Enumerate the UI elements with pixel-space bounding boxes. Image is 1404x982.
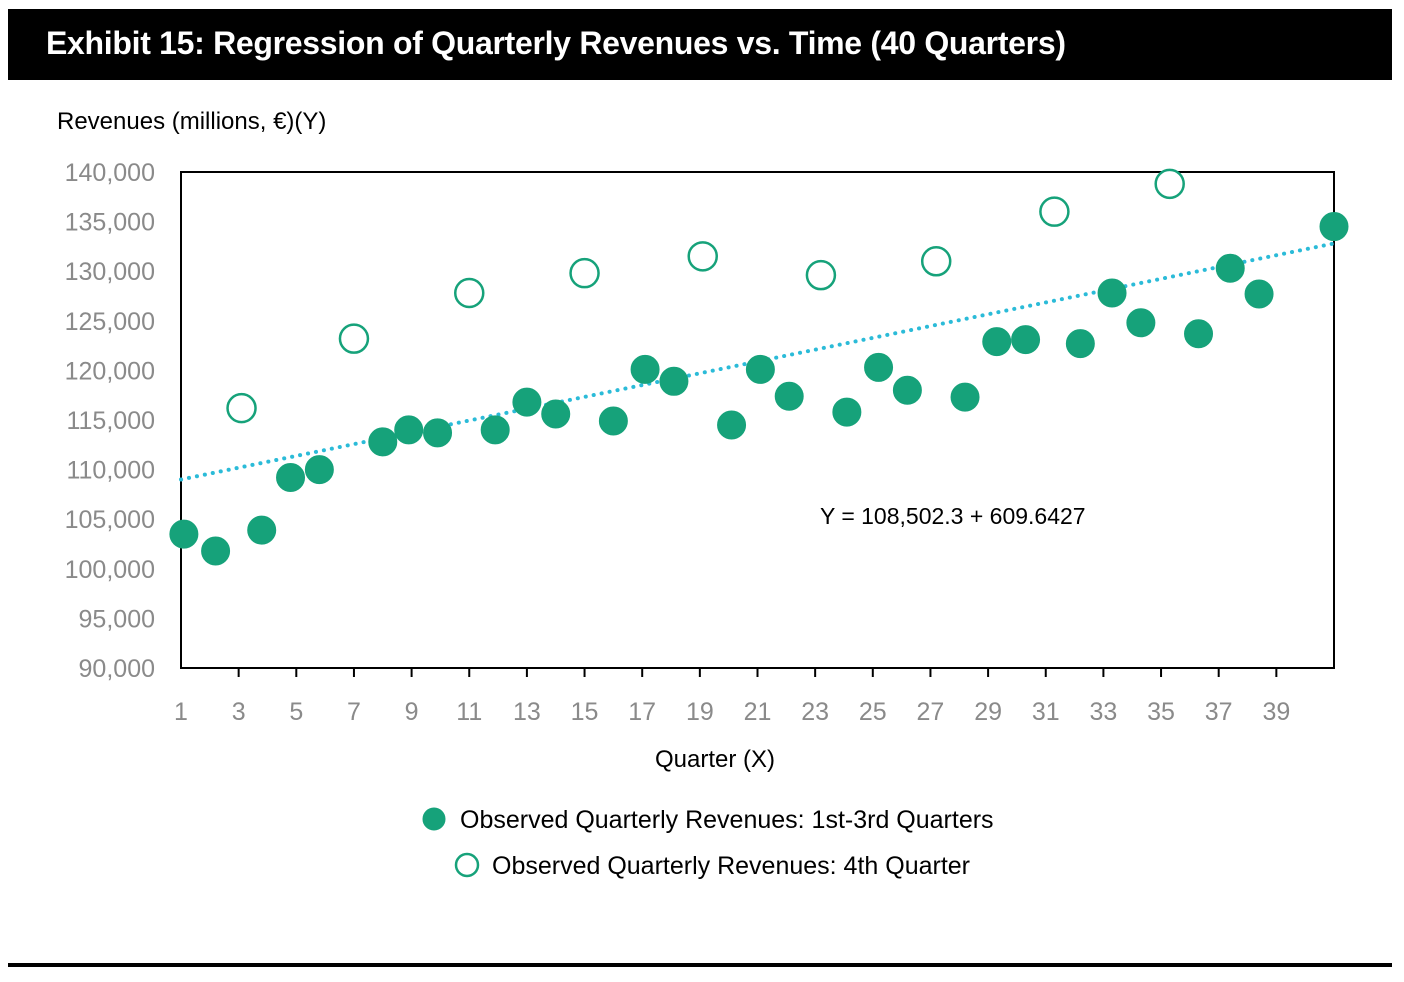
y-tick-label: 105,000: [65, 506, 155, 534]
x-tick-label: 3: [232, 698, 246, 726]
x-tick-label: 11: [456, 698, 482, 726]
plot-area-frame: [180, 171, 1335, 669]
y-tick-label: 140,000: [65, 159, 155, 187]
scatter-chart: Revenues (millions, €)(Y) 90,000 95,000 10…: [57, 108, 1349, 880]
legend-marker: [454, 852, 480, 878]
q1-q3-point: [598, 406, 628, 436]
x-tick-label: 13: [513, 698, 541, 726]
x-tick-label: 39: [1262, 698, 1290, 726]
q4-point: [1039, 196, 1070, 227]
x-axis-label-group: Quarter (X): [655, 746, 775, 773]
q1-q3-point: [1126, 308, 1156, 338]
y-tick-label: 115,000: [66, 407, 155, 435]
q4-point: [454, 277, 485, 309]
q1-q3-point: [1011, 325, 1041, 355]
q1-q3-point: [892, 375, 922, 405]
q4-point: [338, 323, 370, 354]
y-axis-label: Revenues (millions, €)(Y): [57, 108, 326, 135]
q1-q3-point: [1065, 329, 1095, 359]
q1-q3-point: [950, 382, 980, 412]
y-tick-label: 95,000: [79, 605, 155, 633]
q1-q3-point: [394, 415, 424, 445]
x-axis-ticks: 1 3 5 7 9 11 13 15 17 19 21 23 25 27 29 31 33 35 37 39: [174, 668, 1290, 726]
q1-q3-point: [304, 455, 334, 485]
q1-q3-point: [1244, 279, 1274, 309]
x-tick-label: 35: [1147, 698, 1175, 726]
regression-equation: Y = 108,502.3 + 609.6427: [820, 503, 1086, 529]
x-tick-label: 15: [571, 698, 599, 726]
q1-q3-point: [745, 354, 775, 384]
q1-q3-point: [512, 387, 542, 417]
q1-q3-point: [832, 397, 862, 427]
q4-point: [805, 259, 837, 291]
x-tick-label: 25: [859, 698, 887, 726]
q1-q3-point: [368, 427, 398, 457]
q1-q3-point: [1215, 253, 1245, 283]
q4-point: [920, 246, 952, 277]
title-bar: Exhibit 15: Regression of Quarterly Reve…: [8, 9, 1392, 80]
q1-q3-point: [276, 463, 306, 493]
x-tick-label: 37: [1205, 698, 1233, 726]
y-axis-ticks: 90,000 95,000 100,000 105,000 110,000 115,000…: [65, 159, 155, 683]
q1-q3-point: [1097, 278, 1127, 308]
y-tick-label: 125,000: [65, 308, 155, 336]
legend-marker: [422, 807, 446, 831]
q1-q3-point: [1319, 212, 1349, 242]
q1-q3-point: [982, 327, 1012, 357]
y-tick-label: 110,000: [66, 457, 155, 485]
y-tick-label: 130,000: [65, 258, 155, 286]
x-tick-label: 29: [974, 698, 1002, 726]
q1-q3-point: [774, 381, 804, 411]
legend: Observed Quarterly Revenues: 1st-3rd Qua…: [422, 806, 994, 880]
x-tick-label: 21: [744, 698, 772, 726]
y-axis-label-group: Revenues (millions, €)(Y): [57, 108, 326, 135]
x-tick-label: 31: [1032, 698, 1060, 726]
q4-point: [687, 241, 718, 272]
q1-q3-point: [1184, 319, 1214, 349]
q1-q3-point: [169, 519, 199, 549]
q1-q3-point: [201, 536, 231, 566]
chart-title: Exhibit 15: Regression of Quarterly Reve…: [46, 25, 1066, 61]
x-tick-label: 9: [405, 698, 419, 726]
legend-label: Observed Quarterly Revenues: 4th Quarter: [492, 852, 970, 880]
x-tick-label: 1: [174, 698, 188, 726]
q4-point: [226, 392, 257, 424]
q4-point: [569, 257, 600, 289]
legend-label: Observed Quarterly Revenues: 1st-3rd Qua…: [460, 806, 994, 834]
q1-q3-point: [864, 352, 894, 382]
x-tick-label: 5: [289, 698, 303, 726]
x-tick-label: 27: [917, 698, 945, 726]
data-points: [169, 168, 1349, 566]
x-tick-label: 19: [686, 698, 714, 726]
y-tick-label: 120,000: [65, 357, 155, 385]
y-tick-label: 90,000: [79, 655, 155, 683]
y-tick-label: 100,000: [65, 556, 155, 584]
x-tick-label: 33: [1089, 698, 1117, 726]
q1-q3-point: [717, 410, 747, 440]
q1-q3-point: [247, 515, 277, 545]
x-tick-label: 7: [347, 698, 361, 726]
x-tick-label: 23: [801, 698, 829, 726]
x-tick-label: 17: [628, 698, 656, 726]
q1-q3-point: [541, 399, 571, 429]
bottom-rule: [8, 963, 1392, 967]
x-axis-label: Quarter (X): [655, 746, 775, 773]
q1-q3-point: [659, 366, 689, 396]
y-tick-label: 135,000: [65, 209, 155, 237]
q1-q3-point: [630, 354, 660, 384]
q1-q3-point: [480, 415, 510, 445]
q1-q3-point: [423, 418, 453, 448]
q4-point: [1154, 168, 1185, 200]
